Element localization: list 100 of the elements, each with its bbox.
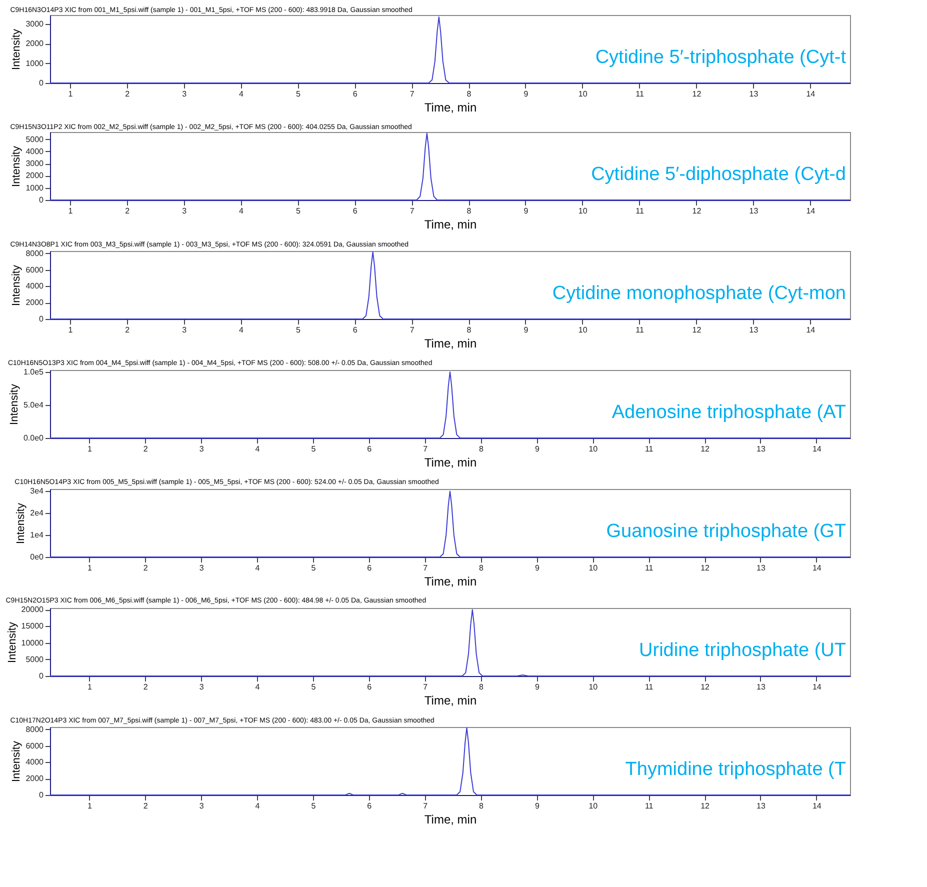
y-tick-label: 0 <box>39 196 44 204</box>
x-tick-label: 5 <box>311 564 316 572</box>
x-tick-label: 12 <box>692 90 702 98</box>
x-tick-label: 10 <box>578 90 588 98</box>
x-tick-label: 8 <box>479 802 484 810</box>
x-tick-label: 9 <box>524 206 529 216</box>
y-tick-label: 0 <box>39 314 44 324</box>
x-tick-label: 9 <box>524 326 529 334</box>
x-tick-label: 10 <box>588 564 598 572</box>
x-tick-label: 14 <box>806 90 816 98</box>
x-axis-title: Time, min <box>424 574 477 588</box>
x-tick-label: 10 <box>588 444 598 454</box>
y-tick-label: 4000 <box>26 282 44 291</box>
y-axis-title: Intensity <box>8 384 20 425</box>
y-axis-title: Intensity <box>10 28 23 70</box>
x-tick-label: 12 <box>700 682 710 692</box>
annotation: Thymidine triphosphate (T <box>625 759 846 780</box>
y-axis-title: Intensity <box>15 502 28 544</box>
x-tick-label: 12 <box>700 444 710 454</box>
x-tick-label: 3 <box>199 802 204 810</box>
x-tick-label: 4 <box>255 682 260 692</box>
x-tick-label: 3 <box>199 682 204 692</box>
x-tick-label: 13 <box>756 802 766 810</box>
y-tick-label: 5.0e4 <box>23 400 44 410</box>
y-tick-label: 4000 <box>26 146 44 156</box>
x-tick-label: 3 <box>182 326 188 334</box>
x-tick-label: 9 <box>534 444 540 454</box>
x-tick-label: 1 <box>87 682 92 692</box>
x-tick-label: 8 <box>479 682 484 692</box>
x-tick-label: 7 <box>410 326 415 334</box>
y-tick-label: 2000 <box>26 39 44 48</box>
x-tick-label: 6 <box>367 564 372 572</box>
x-tick-label: 2 <box>125 206 130 216</box>
x-tick-label: 12 <box>700 564 710 572</box>
y-tick-label: 3000 <box>26 19 44 28</box>
x-tick-label: 4 <box>239 326 244 334</box>
line-series <box>50 727 850 796</box>
y-axis-title: Intensity <box>10 146 23 187</box>
x-tick-label: 13 <box>749 206 759 216</box>
x-tick-label: 14 <box>812 444 822 454</box>
y-tick-label: 1.0e5 <box>23 367 44 376</box>
x-tick-label: 11 <box>644 682 654 692</box>
x-tick-label: 10 <box>588 682 598 692</box>
x-tick-label: 14 <box>806 206 816 216</box>
x-tick-label: 13 <box>756 682 766 692</box>
x-tick-label: 6 <box>352 90 358 98</box>
x-tick-label: 8 <box>466 326 472 334</box>
y-tick-label: 0.0e0 <box>23 434 44 442</box>
x-axis-title: Time, min <box>424 218 477 232</box>
y-tick-label: 6000 <box>26 741 44 750</box>
x-tick-label: 9 <box>534 564 540 572</box>
x-tick-label: 1 <box>87 802 92 810</box>
y-tick-label: 20000 <box>21 605 44 614</box>
x-tick-label: 14 <box>812 682 822 692</box>
y-tick-label: 0 <box>39 78 44 88</box>
y-tick-label: 15000 <box>21 622 44 631</box>
x-tick-label: 11 <box>636 90 645 98</box>
annotation: Uridine triphosphate (UT <box>639 640 846 662</box>
line-series <box>50 371 850 438</box>
x-tick-label: 4 <box>239 206 244 216</box>
x-tick-label: 2 <box>143 444 148 454</box>
x-tick-label: 6 <box>367 802 372 810</box>
x-tick-label: 14 <box>812 564 822 572</box>
y-tick-label: 5000 <box>26 134 44 144</box>
x-tick-label: 4 <box>255 444 260 454</box>
x-tick-label: 11 <box>644 564 654 572</box>
y-tick-label: 2000 <box>26 298 44 308</box>
y-tick-label: 5000 <box>26 654 44 664</box>
y-tick-label: 3e4 <box>30 486 44 496</box>
x-tick-label: 2 <box>143 682 148 692</box>
x-tick-label: 8 <box>466 206 472 216</box>
y-axis-title: Intensity <box>10 264 23 306</box>
x-tick-label: 7 <box>423 444 428 454</box>
x-tick-label: 1 <box>68 326 74 334</box>
x-tick-label: 5 <box>311 682 316 692</box>
x-tick-label: 7 <box>410 206 415 216</box>
x-tick-label: 5 <box>296 326 301 334</box>
annotation: Cytidine monophosphate (Cyt-mon <box>552 283 846 304</box>
x-tick-label: 8 <box>466 90 472 98</box>
x-tick-label: 10 <box>578 206 588 216</box>
x-axis-title: Time, min <box>424 812 477 826</box>
x-tick-label: 4 <box>255 564 260 572</box>
x-tick-label: 3 <box>199 564 204 572</box>
y-axis-title: Intensity <box>10 740 23 782</box>
y-tick-label: 2e4 <box>30 508 44 518</box>
y-tick-label: 0 <box>39 672 44 680</box>
annotation: Cytidine 5′-diphosphate (Cyt-d <box>591 164 846 186</box>
x-tick-label: 5 <box>311 444 316 454</box>
y-tick-label: 2000 <box>26 774 44 784</box>
x-tick-label: 8 <box>479 564 484 572</box>
x-tick-label: 3 <box>182 206 188 216</box>
x-tick-label: 9 <box>534 802 540 810</box>
x-tick-label: 13 <box>749 90 759 98</box>
x-tick-label: 7 <box>410 90 415 98</box>
x-tick-label: 10 <box>578 326 588 334</box>
x-tick-label: 7 <box>423 564 428 572</box>
y-tick-label: 0e0 <box>30 552 44 562</box>
y-tick-label: 10000 <box>21 638 44 648</box>
y-tick-label: 2000 <box>26 171 44 180</box>
x-tick-label: 9 <box>534 682 540 692</box>
